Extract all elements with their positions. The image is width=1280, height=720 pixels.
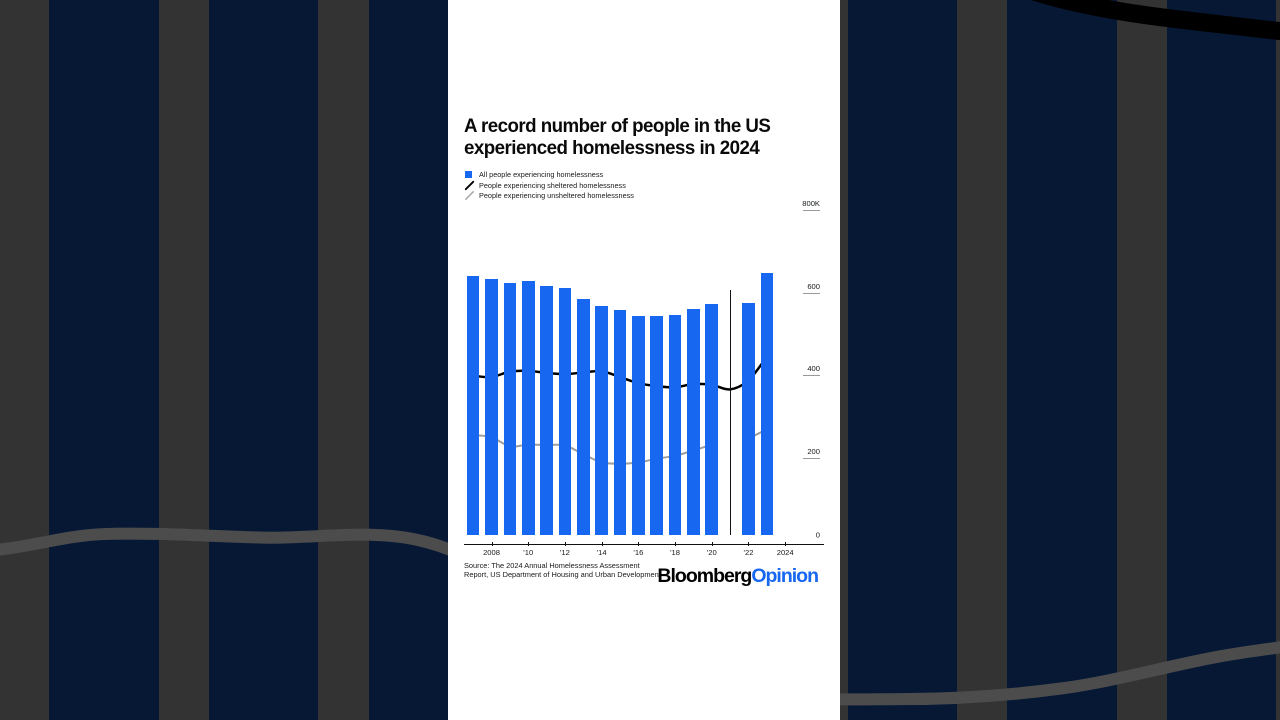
chart-plot: 2008 '10 '12 '14 '16 '18 '20 '22 2024 0 200 400 600… [464,199,824,557]
bar-2017[interactable] [650,315,663,535]
x-axis-ticks [464,542,824,546]
chart-legend: All people experiencing homelessness Peo… [464,170,794,201]
legend-label-sheltered: People experiencing sheltered homelessne… [479,180,626,190]
chart-footer: Source: The 2024 Annual Homelessness Ass… [464,561,824,587]
x-tick-14 [601,542,603,546]
x-label-16: '16 [633,548,644,557]
legend-square-icon [464,170,475,179]
background-bar-2011 [208,0,319,720]
x-label-10: '10 [523,548,534,557]
legend-item-sheltered[interactable]: People experiencing sheltered homelessne… [464,180,794,190]
y-axis-labels: 0 200 400 600 800K [776,199,824,540]
source-note: Source: The 2024 Annual Homelessness Ass… [464,561,661,580]
legend-item-all[interactable]: All people experiencing homelessness [464,170,794,179]
background-bar-2016 [1007,0,1117,720]
background-bar-2017 [1166,0,1277,720]
bar-2016[interactable] [632,316,645,535]
bar-2009[interactable] [503,282,517,535]
bar-2011[interactable] [540,286,553,535]
x-tick-18 [675,542,677,546]
x-tick-22 [748,542,750,546]
x-tick-12 [564,542,566,546]
brand-opinion: Opinion [751,565,819,587]
legend-slash-gray-icon [464,191,475,200]
bar-2023[interactable] [760,273,774,535]
legend-item-unsheltered[interactable]: People experiencing unsheltered homeless… [464,191,794,200]
bar-2007[interactable] [466,276,480,535]
chart-card: A record number of people in the US expe… [448,0,840,720]
chart-plot-area [464,205,776,535]
x-label-20: '20 [706,548,717,557]
y-label-600: 600 [803,282,820,294]
background-bar-2015 [847,0,957,720]
bar-2020[interactable] [705,304,719,535]
x-axis-line [464,544,824,545]
legend-label-all: All people experiencing homelessness [479,170,604,180]
bar-2022[interactable] [742,302,755,535]
bar-2014[interactable] [595,305,608,535]
no-count-2021-divider [730,290,732,535]
bar-2012[interactable] [558,287,572,535]
x-label-2024: 2024 [776,548,794,557]
background-bar-2010 [49,0,159,720]
bloomberg-opinion-logo[interactable]: BloombergOpinion [657,565,819,588]
x-label-22: '22 [743,548,754,557]
legend-slash-black-icon [464,180,475,190]
y-label-800: 800K [802,199,820,211]
x-label-2008: 2008 [483,548,500,557]
y-label-200: 200 [803,447,820,459]
bar-2010[interactable] [521,280,535,535]
x-label-18: '18 [670,548,680,557]
bar-2018[interactable] [668,315,682,535]
bar-2019[interactable] [687,309,700,535]
bar-2013[interactable] [577,299,590,535]
x-label-12: '12 [559,548,570,557]
y-label-0: 0 [815,530,820,540]
bar-2015[interactable] [613,309,627,535]
bar-2008[interactable] [485,279,498,535]
x-tick-10 [528,542,530,546]
y-label-400: 400 [803,364,820,376]
page-title: A record number of people in the US expe… [464,115,771,159]
x-tick-20 [711,542,713,546]
x-axis-labels: 2008 '10 '12 '14 '16 '18 '20 '22 2024 [464,548,824,560]
x-tick-2008 [491,542,493,546]
brand-bloomberg: Bloomberg [657,565,752,587]
legend-label-unsheltered: People experiencing unsheltered homeless… [479,190,634,200]
x-label-14: '14 [596,548,607,557]
x-tick-2024 [785,542,787,546]
x-tick-16 [638,542,640,546]
